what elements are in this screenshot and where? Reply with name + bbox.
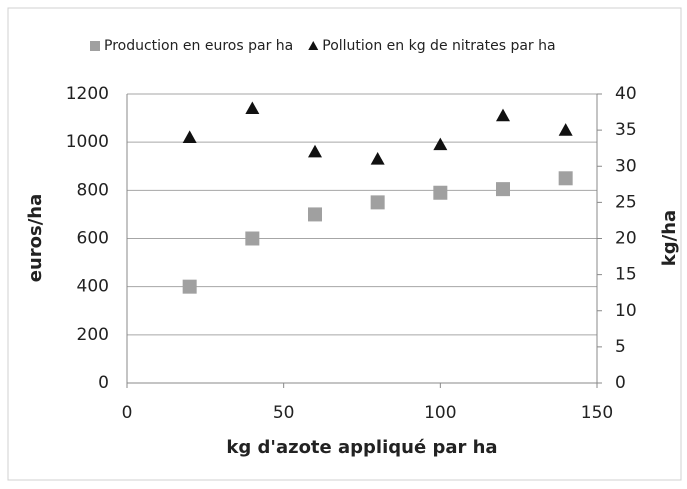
point: [496, 108, 510, 122]
point: [182, 279, 197, 294]
y2-tick-label: 5: [615, 337, 626, 357]
x-tick-label: 100: [424, 403, 456, 423]
y-axis-title: euros/ha: [25, 194, 46, 283]
y2-tick-label: 30: [615, 156, 637, 176]
point: [558, 171, 573, 186]
point: [433, 185, 448, 200]
y2-tick-label: 20: [615, 229, 637, 249]
y-tick-label: 400: [77, 277, 109, 297]
y2-tick-label: 25: [615, 192, 637, 212]
y2-tick-label: 40: [615, 84, 637, 104]
y-tick-label: 800: [77, 180, 109, 200]
y2-tick-label: 15: [615, 265, 637, 285]
chart-frame: [7, 7, 682, 481]
y2-axis-title: kg/ha: [659, 210, 680, 266]
y-tick-label: 200: [77, 325, 109, 345]
point: [496, 182, 510, 197]
y-tick-label: 1000: [66, 132, 109, 152]
y-tick-label: 600: [77, 229, 109, 249]
x-tick-label: 0: [122, 403, 133, 423]
legend: Production en euros par ha Pollution en k…: [90, 38, 556, 54]
point: [245, 101, 260, 115]
point: [308, 144, 322, 158]
y2-tick-label: 35: [615, 120, 637, 140]
legend-marker: [308, 41, 319, 50]
point: [182, 130, 197, 143]
point: [370, 152, 385, 165]
legend-label: Pollution en kg de nitrates par ha: [322, 38, 555, 54]
x-tick-label: 150: [581, 403, 613, 423]
point: [433, 137, 448, 151]
y2-tick-label: 10: [615, 301, 637, 321]
legend-label: Production en euros par ha: [104, 38, 293, 54]
x-tick-label: 50: [273, 403, 295, 423]
point: [558, 123, 573, 136]
point: [245, 231, 260, 246]
y-tick-label: 0: [98, 373, 109, 393]
point: [370, 195, 385, 210]
y2-tick-label: 0: [615, 373, 626, 393]
x-axis-title: kg d'azote appliqué par ha: [226, 437, 497, 458]
legend-marker: [90, 41, 100, 51]
y-tick-label: 1200: [66, 84, 109, 104]
point: [308, 207, 322, 222]
